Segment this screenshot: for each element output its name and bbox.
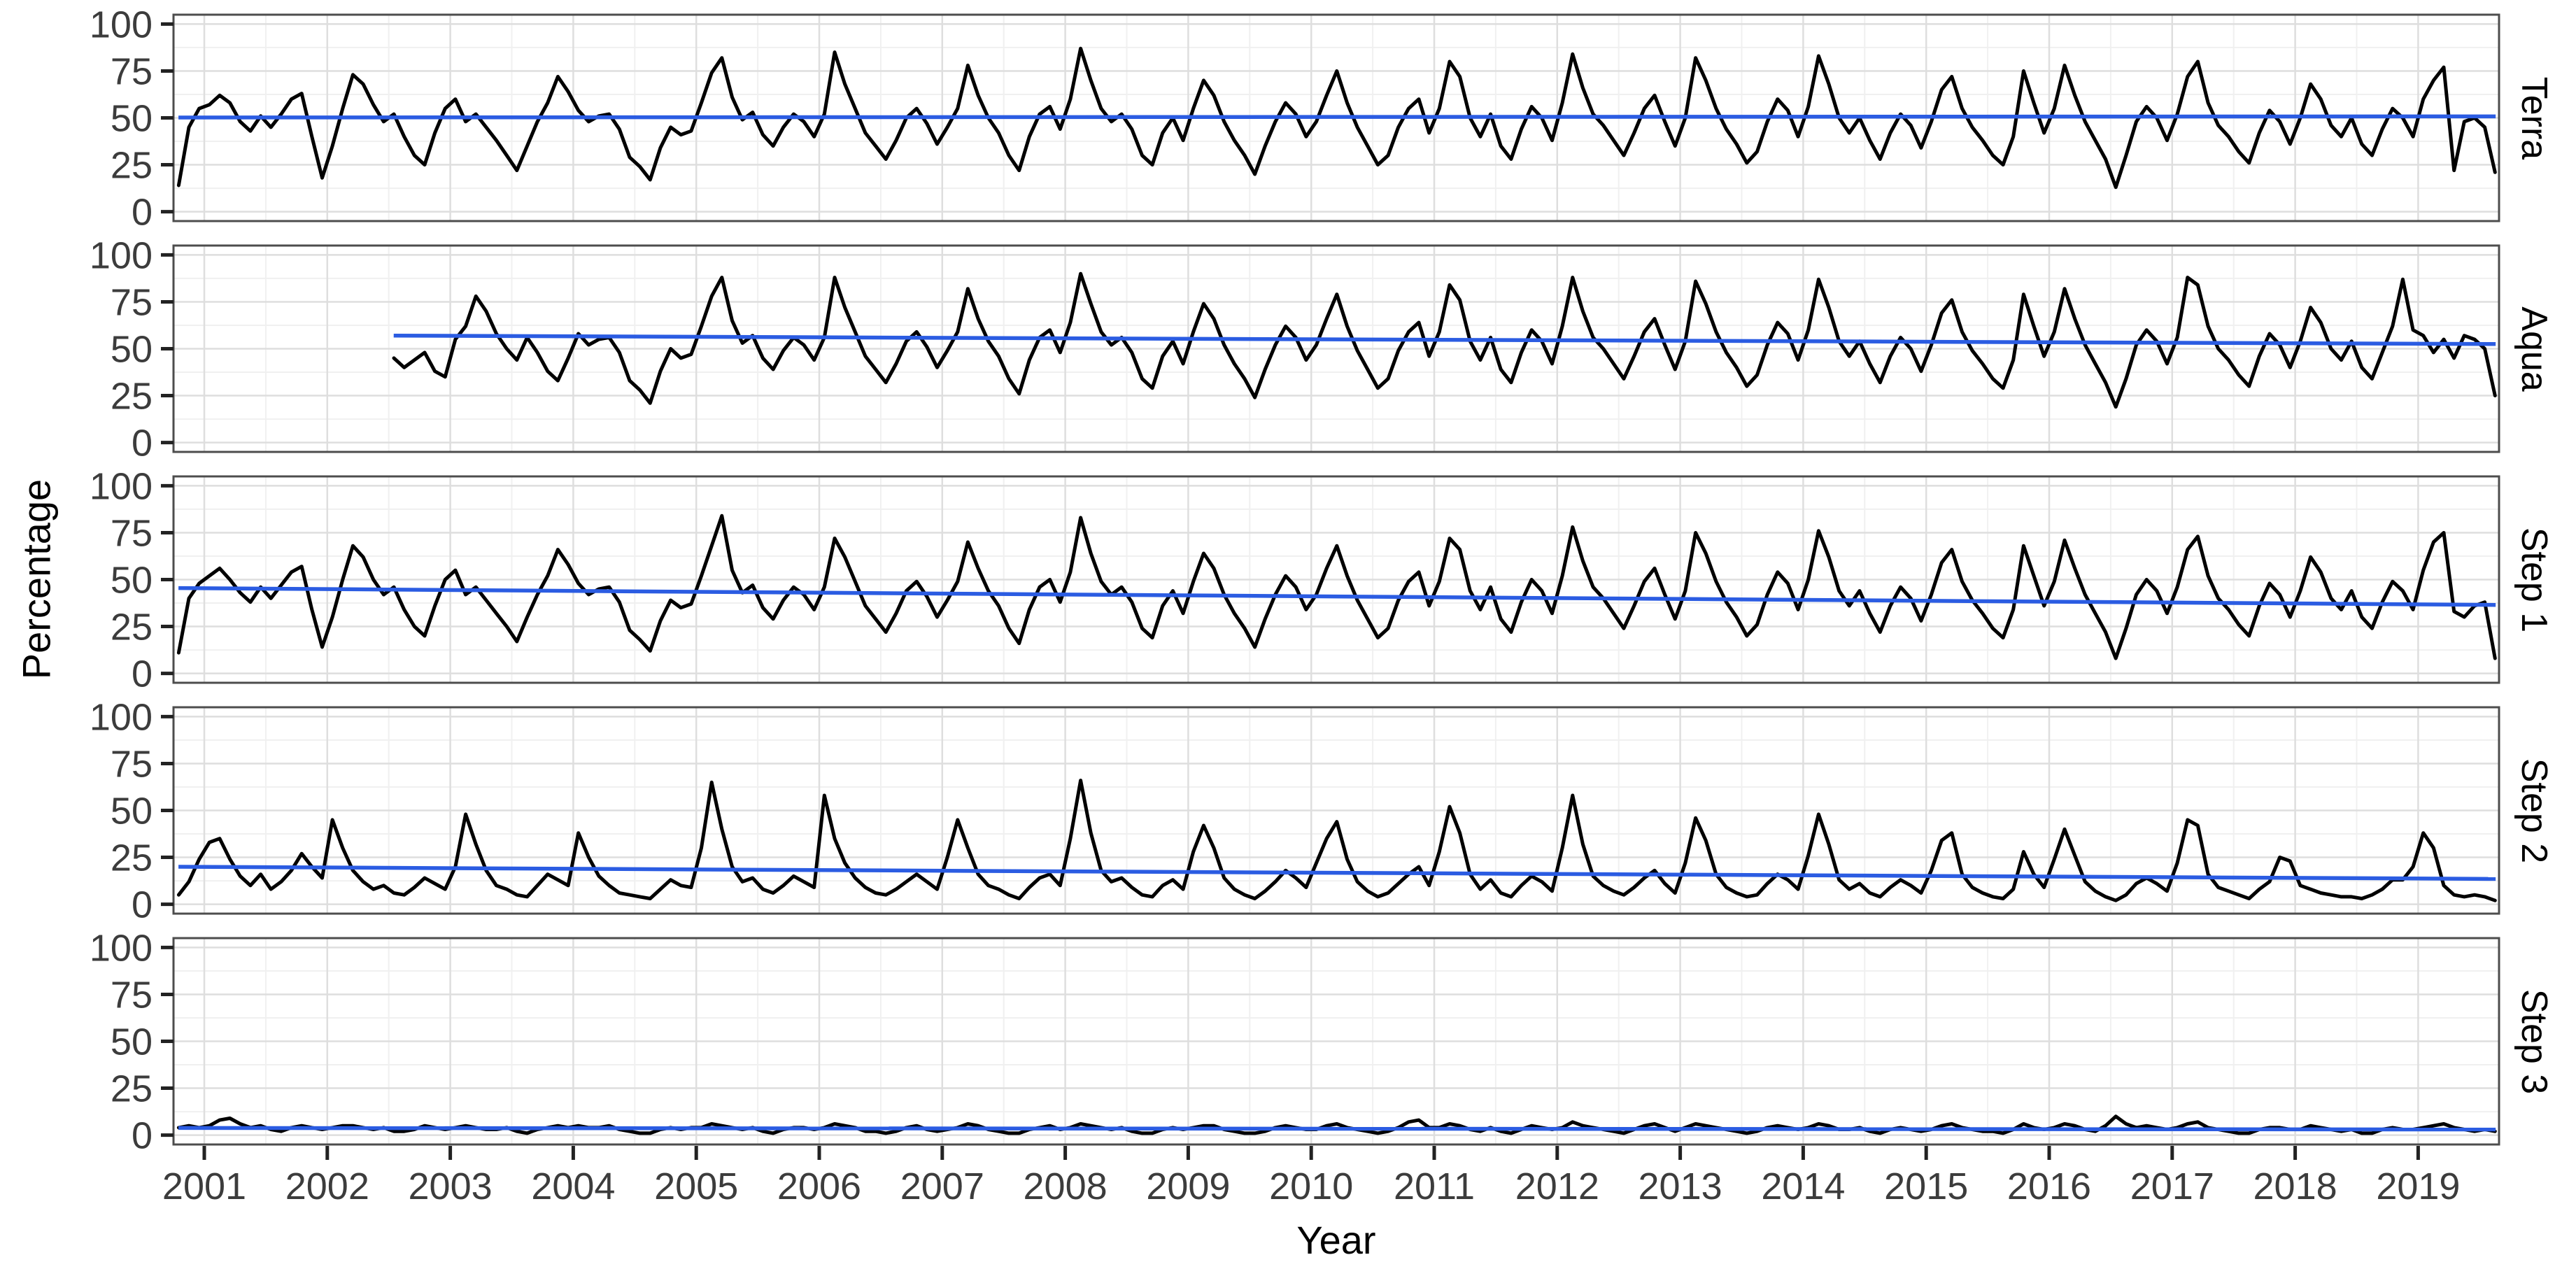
x-tick-label: 2012 [1515,1165,1599,1207]
data-line-terra [176,46,2497,190]
x-tick-label: 2008 [1024,1165,1107,1207]
y-tick-label: 75 [111,974,153,1016]
data-line-step-1 [176,513,2497,660]
facet-strip-label: Step 3 [2514,988,2554,1094]
y-tick-label: 75 [111,512,153,554]
x-tick-label: 2015 [1884,1165,1968,1207]
y-tick-label: 0 [132,1114,153,1156]
x-tick-label: 2010 [1269,1165,1353,1207]
y-tick-label: 0 [132,884,153,926]
x-axis-title: Year [1296,1218,1376,1262]
y-tick-label: 50 [111,97,153,139]
y-tick-label: 75 [111,281,153,323]
y-tick-label: 75 [111,743,153,785]
y-tick-label: 50 [111,790,153,832]
panel-step-2: 0 25 50 75 100 [90,696,2500,926]
y-tick-label: 50 [111,328,153,370]
y-tick-label: 100 [90,234,153,276]
y-tick-label: 100 [90,3,153,45]
y-tick-label: 25 [111,837,153,879]
y-tick-label: 100 [90,696,153,738]
y-tick-label: 75 [111,50,153,92]
x-tick-label: 2013 [1639,1165,1722,1207]
trend-line-terra [178,114,2496,120]
facet-strip-label: Aqua [2514,306,2554,392]
x-tick-label: 2017 [2130,1165,2214,1207]
y-tick-label: 50 [111,1021,153,1063]
data-line-step-2 [176,779,2497,902]
x-tick-label: 2009 [1146,1165,1230,1207]
trend-line-aqua [393,333,2496,346]
trend-line-step-3 [178,1126,2496,1132]
x-tick-label: 2005 [654,1165,738,1207]
panel-aqua: 0 25 50 75 100 [90,234,2500,464]
facet-strip-label: Terra [2514,76,2554,160]
facet-strip-label: Step 1 [2514,527,2554,632]
facet-strip-label: Step 2 [2514,758,2554,863]
x-tick-label: 2004 [531,1165,615,1207]
y-tick-label: 0 [132,191,153,233]
x-tick-label: 2018 [2253,1165,2337,1207]
y-tick-label: 25 [111,1068,153,1110]
y-tick-label: 25 [111,144,153,186]
x-tick-label: 2007 [900,1165,984,1207]
x-tick-label: 2001 [162,1165,246,1207]
x-tick-label: 2016 [2007,1165,2091,1207]
y-tick-label: 0 [132,422,153,464]
panel-step-1: 0 25 50 75 100 [90,465,2500,695]
y-tick-label: 100 [90,465,153,507]
y-tick-label: 0 [132,653,153,695]
x-tick-label: 2011 [1394,1165,1475,1207]
x-tick-label: 2014 [1761,1165,1845,1207]
trend-line-step-2 [178,865,2496,881]
x-tick-label: 2006 [777,1165,861,1207]
x-tick-label: 2019 [2376,1165,2460,1207]
y-tick-label: 100 [90,927,153,969]
trend-line-step-1 [178,586,2496,607]
y-axis-title: Percentage [14,478,59,680]
panel-terra: 0 25 50 75 100 [90,3,2500,233]
y-tick-label: 25 [111,375,153,417]
x-tick-label: 2003 [409,1165,493,1207]
y-tick-label: 25 [111,606,153,648]
data-line-aqua [392,271,2497,409]
x-tick-label: 2002 [285,1165,369,1207]
y-tick-label: 50 [111,559,153,601]
panel-step-3: 025 50 75 100 [90,927,2500,1156]
